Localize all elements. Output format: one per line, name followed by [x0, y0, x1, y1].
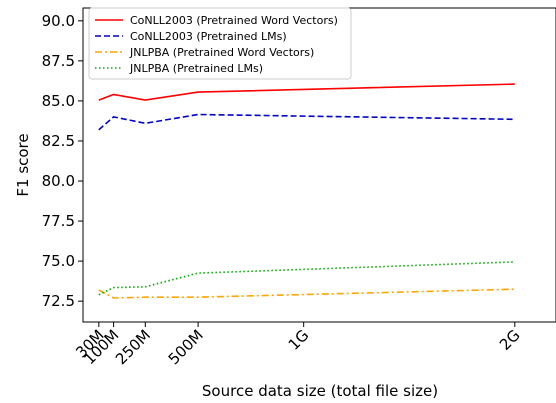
- x-tick-label: 1G: [285, 326, 313, 354]
- x-tick-label: 250M: [112, 326, 154, 368]
- legend-label: JNLPBA (Pretrained LMs): [129, 62, 263, 75]
- y-tick-label: 77.5: [42, 212, 75, 230]
- y-tick-label: 75.0: [42, 252, 75, 270]
- legend: CoNLL2003 (Pretrained Word Vectors) CoNLL…: [88, 7, 352, 80]
- legend-label: CoNLL2003 (Pretrained Word Vectors): [130, 14, 338, 27]
- y-tick-label: 72.5: [42, 292, 75, 310]
- legend-label: JNLPBA (Pretrained Word Vectors): [129, 46, 314, 59]
- legend-box: [88, 7, 352, 80]
- x-tick-label: 500M: [165, 326, 207, 368]
- y-tick-label: 85.0: [42, 92, 75, 110]
- series-line-3: [98, 288, 515, 299]
- y-tick-label: 82.5: [42, 132, 75, 150]
- series-line-2: [98, 113, 515, 131]
- y-axis-label: F1 score: [14, 133, 32, 196]
- y-tick-label: 90.0: [42, 12, 75, 30]
- x-axis-label: Source data size (total file size): [202, 382, 438, 400]
- y-tick-label: 87.5: [42, 52, 75, 70]
- series-layer: [98, 83, 515, 299]
- series-line-1: [98, 83, 515, 101]
- legend-label: CoNLL2003 (Pretrained LMs): [130, 30, 287, 43]
- y-tick-label: 80.0: [42, 172, 75, 190]
- x-tick-label: 2G: [496, 326, 524, 354]
- y-axis: 72.5 75.0 77.5 80.0 82.5 85.0 87.5 90.0: [42, 12, 83, 310]
- series-line-4: [98, 261, 515, 296]
